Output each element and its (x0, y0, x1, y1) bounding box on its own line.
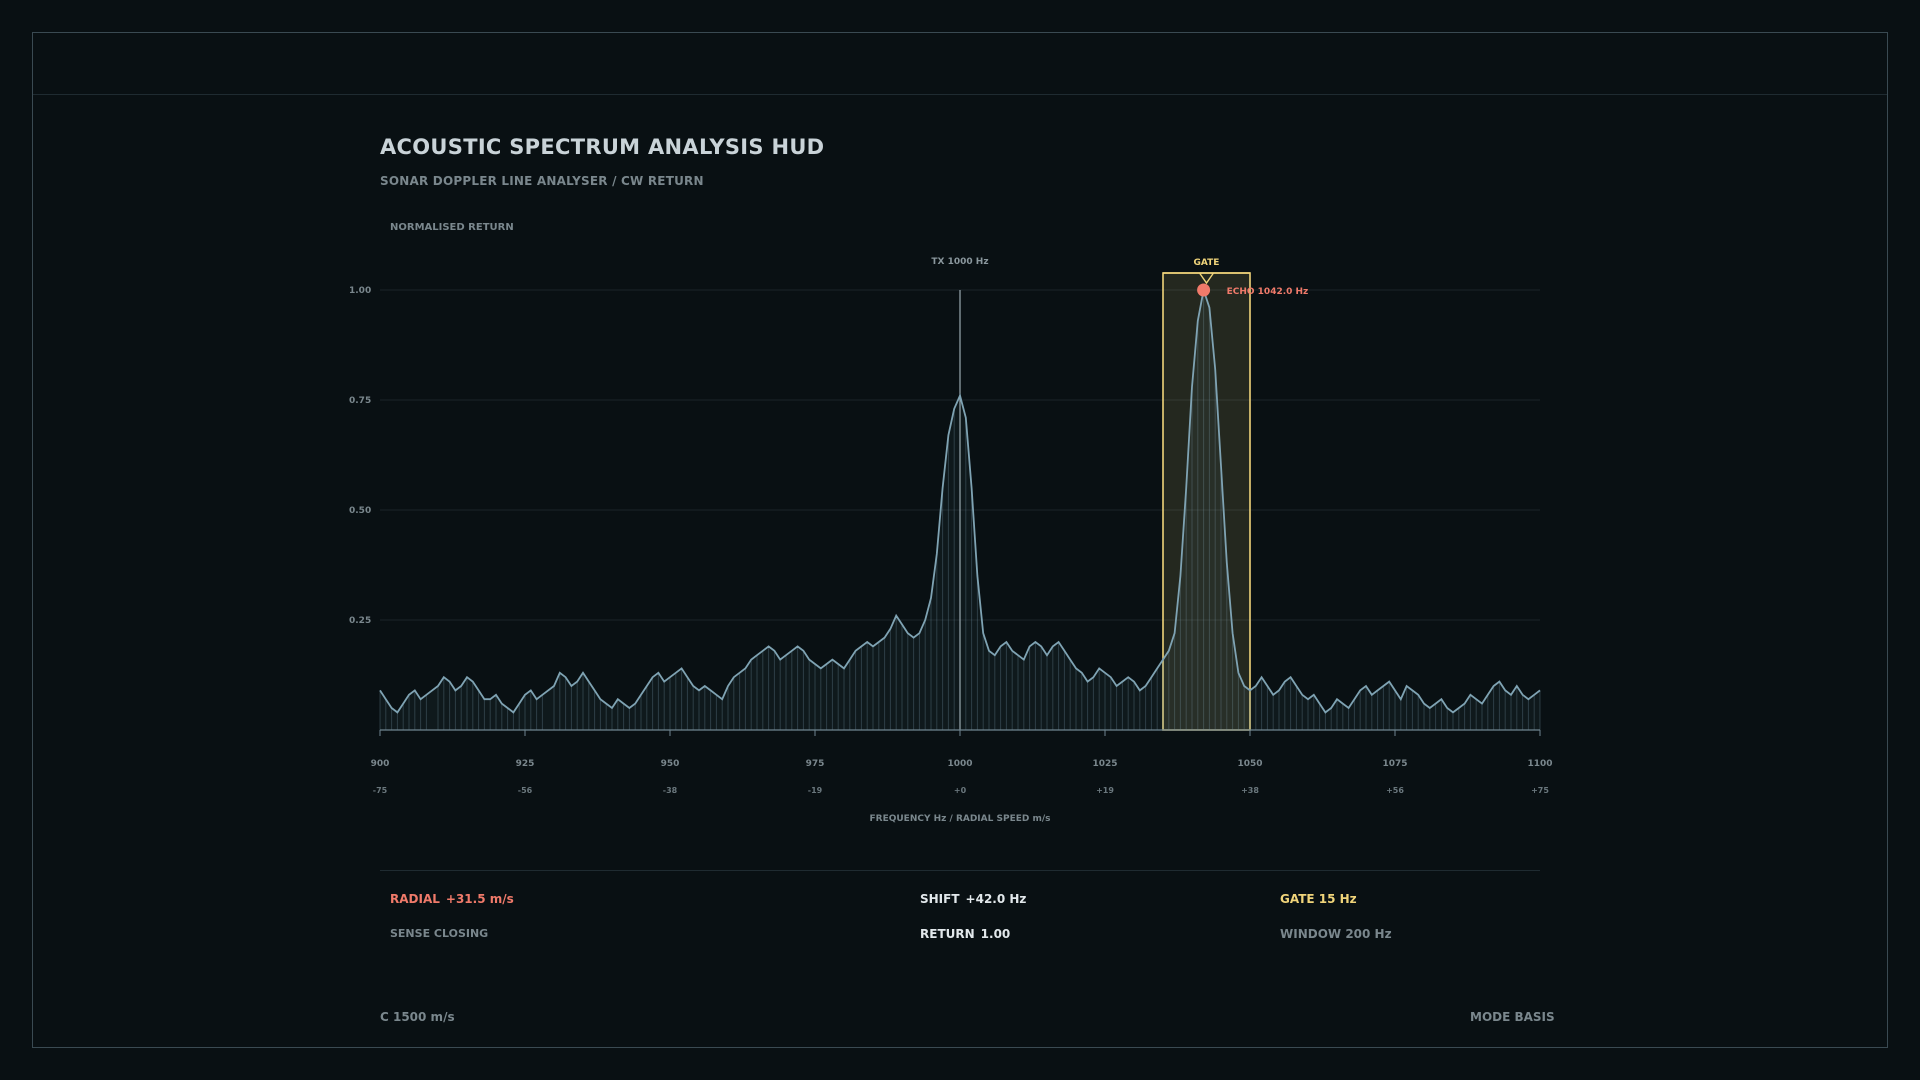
shift-readout: SHIFT +42.0 Hz (920, 892, 1026, 906)
shift-value: +42.0 Hz (965, 892, 1027, 906)
speed-tick-label: +19 (1096, 786, 1114, 795)
gate-label: GATE (1194, 258, 1220, 268)
gate-marker-icon (1198, 272, 1215, 285)
x-tick-label: 1100 (1527, 759, 1552, 769)
speed-tick-label: +75 (1531, 786, 1549, 795)
window-readout: WINDOW 200 Hz (1280, 927, 1392, 941)
speed-tick-label: -56 (518, 786, 533, 795)
sound-speed-readout: C 1500 m/s (380, 1010, 455, 1024)
stats-divider (380, 870, 1540, 871)
spectrum-line (379, 289, 1541, 714)
y-tick-label: 0.25 (349, 616, 371, 626)
y-tick-label: 1.00 (349, 286, 371, 296)
y-tick-label: 0.50 (349, 506, 371, 516)
x-tick-label: 1025 (1092, 759, 1117, 769)
x-tick-label: 925 (516, 759, 535, 769)
echo-label: ECHO 1042.0 Hz (1227, 287, 1309, 297)
mode-readout: MODE BASIS (1470, 1010, 1555, 1024)
speed-tick-label: -38 (663, 786, 678, 795)
speed-tick-label: +0 (954, 786, 967, 795)
y-tick-label: 0.75 (349, 396, 371, 406)
x-tick-label: 1000 (947, 759, 972, 769)
page-subtitle: SONAR DOPPLER LINE ANALYSER / CW RETURN (380, 174, 704, 188)
sense-readout: SENSE CLOSING (390, 927, 489, 940)
x-tick-label: 1075 (1382, 759, 1407, 769)
x-tick-label: 900 (371, 759, 390, 769)
tx-label: TX 1000 Hz (931, 257, 988, 267)
hud-frame (32, 32, 1888, 1048)
radial-value: +31.5 m/s (445, 892, 514, 906)
speed-tick-label: -75 (373, 786, 388, 795)
return-readout: RETURN 1.00 (920, 927, 1010, 941)
gate-readout: GATE 15 Hz (1280, 892, 1357, 906)
echo-peak-marker (1197, 283, 1211, 297)
speed-tick-label: +38 (1241, 786, 1259, 795)
shift-key: SHIFT (920, 892, 960, 906)
x-tick-label: 950 (661, 759, 680, 769)
x-tick-label: 975 (806, 759, 825, 769)
return-value: 1.00 (980, 927, 1011, 941)
speed-tick-label: +56 (1386, 786, 1404, 795)
speed-tick-label: -19 (808, 786, 823, 795)
return-key: RETURN (920, 927, 975, 941)
y-axis-title: NORMALISED RETURN (390, 222, 514, 233)
radial-speed-readout: RADIAL +31.5 m/s (390, 892, 514, 906)
page-title: ACOUSTIC SPECTRUM ANALYSIS HUD (380, 135, 825, 159)
x-axis-title: FREQUENCY Hz / RADIAL SPEED m/s (870, 814, 1051, 824)
header-divider (33, 94, 1887, 95)
radial-key: RADIAL (390, 892, 440, 906)
x-tick-label: 1050 (1237, 759, 1262, 769)
